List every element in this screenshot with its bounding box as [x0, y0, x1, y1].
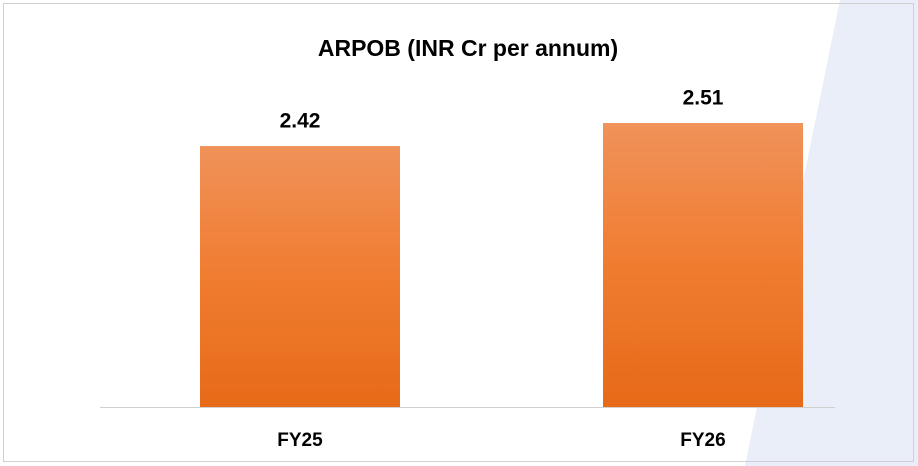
chart-title: ARPOB (INR Cr per annum)	[318, 35, 618, 61]
value-label: 2.51	[683, 87, 724, 110]
bar	[200, 146, 400, 408]
x-tick-label: FY25	[277, 430, 323, 451]
x-tick-label: FY26	[680, 430, 725, 451]
value-label: 2.42	[280, 110, 321, 133]
bar	[603, 123, 803, 408]
frame	[3, 3, 914, 462]
